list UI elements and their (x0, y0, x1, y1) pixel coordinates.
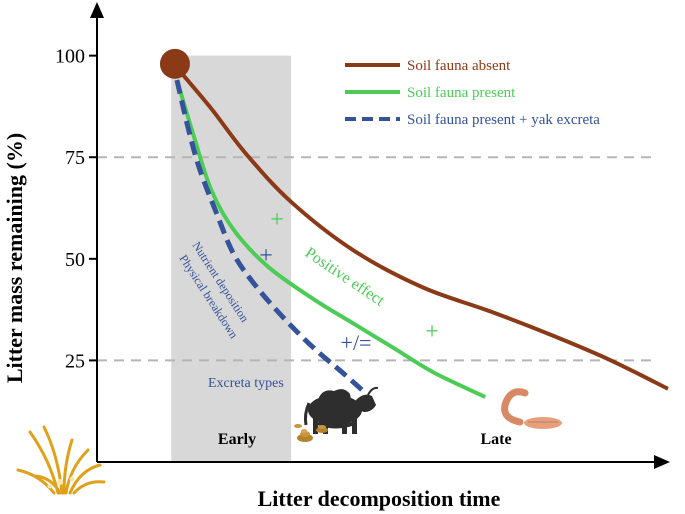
series-line-soil-fauna-absent (175, 66, 669, 391)
x-axis-arrow (654, 455, 670, 469)
series-line-soil-fauna-present (175, 79, 487, 399)
excreta-icon (294, 424, 328, 442)
x-axis-label: Litter decomposition time (258, 486, 501, 511)
series-line-soil-fauna-present-yak-excreta (174, 79, 368, 395)
plus-blue: + (259, 243, 273, 269)
legend: Soil fauna absent Soil fauna present Soi… (345, 58, 600, 128)
late-label: Late (480, 431, 511, 448)
start-point-marker (159, 48, 190, 79)
legend-label-absent: Soil fauna absent (407, 58, 511, 74)
y-axis-label: Litter mass remaining (%) (2, 133, 27, 383)
grass-illustration (16, 425, 106, 495)
early-label: Early (218, 431, 256, 448)
excreta-types-label: Excreta types (208, 376, 284, 391)
legend-label-present: Soil fauna present (407, 85, 516, 101)
y-tick-label-25: 25 (65, 350, 85, 372)
yak-illustration (303, 386, 379, 434)
plus-equal-label: +/= (341, 330, 372, 355)
y-tick-label-75: 75 (65, 147, 85, 169)
y-tick-label-50: 50 (65, 249, 85, 271)
grass-seeds (47, 476, 75, 489)
plus-green-upper: + (270, 207, 284, 233)
plus-green-lower: + (425, 319, 439, 345)
legend-label-yak: Soil fauna present + yak excreta (407, 112, 600, 128)
y-tick-label-100: 100 (55, 46, 85, 68)
earthworm-icon (501, 388, 562, 429)
y-axis-arrow (90, 2, 104, 18)
